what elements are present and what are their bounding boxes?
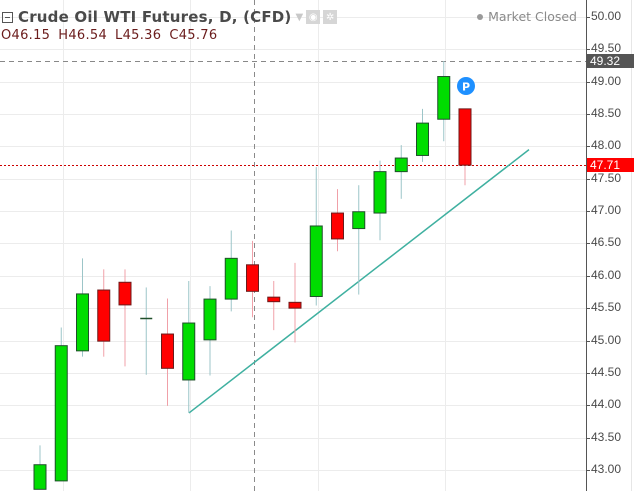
last-high-price-label: 49.32	[587, 53, 634, 68]
candle-up	[76, 293, 89, 352]
candle-down	[267, 296, 281, 303]
axis-tick-label: 47.50	[591, 170, 622, 185]
axis-tick-label: 49.50	[591, 41, 622, 56]
axis-tick-label: 50.00	[591, 9, 622, 23]
marker-p-icon	[457, 77, 475, 95]
candle-up	[182, 322, 196, 381]
open-value: O46.15	[1, 28, 51, 43]
candle-down	[288, 301, 302, 309]
axis-tick-label: 45.50	[591, 300, 622, 315]
symbol-title[interactable]: Crude Oil WTI Futures, D, (CFD)	[18, 8, 292, 26]
candle-up	[54, 345, 68, 482]
low-value: L45.36	[115, 28, 162, 43]
market-status: Market Closed	[477, 9, 577, 24]
axis-tick-label: 45.00	[591, 332, 622, 347]
axis-tick-label: 48.50	[591, 106, 622, 121]
axis-tick-label: 44.50	[591, 364, 622, 379]
candle-down	[246, 264, 259, 292]
market-status-text: Market Closed	[488, 9, 577, 24]
candle-up	[437, 76, 451, 120]
candle-up	[373, 171, 387, 214]
candle-up	[33, 464, 47, 490]
candle-up	[309, 225, 323, 298]
candle-down	[458, 108, 472, 166]
close-value: C45.76	[169, 28, 218, 43]
gear-icon[interactable]: ✲	[323, 10, 338, 24]
candle-down	[331, 212, 344, 240]
axis-tick-label: 44.00	[591, 397, 622, 412]
chart-legend: Crude Oil WTI Futures, D, (CFD) ▼ ◉ ✲ O4…	[0, 6, 338, 43]
ohlc-values: O46.15 H46.54 L45.36 C45.76	[1, 28, 337, 43]
axis-tick-label: 47.00	[591, 203, 622, 218]
high-value: H46.54	[58, 28, 108, 43]
status-dot-icon	[477, 13, 484, 20]
axis-tick-label: 48.00	[591, 138, 622, 153]
axis-tick-label: 43.50	[591, 429, 622, 444]
eye-icon[interactable]: ◉	[306, 10, 321, 24]
current-price-label: 47.71	[587, 158, 634, 173]
candle-down	[97, 289, 111, 342]
axis-tick-label: 46.00	[591, 267, 622, 282]
axis-tick-label: 43.00	[591, 461, 622, 476]
candle-up	[352, 211, 366, 230]
caret-down-icon[interactable]: ▼	[295, 11, 304, 23]
candle-up	[416, 122, 429, 156]
title-row: Crude Oil WTI Futures, D, (CFD) ▼ ◉ ✲	[0, 6, 338, 28]
candle-up	[203, 298, 217, 341]
axis-tick-label: 49.00	[591, 73, 622, 88]
candle-up	[394, 157, 408, 173]
candle-down	[161, 333, 174, 369]
candle-up	[224, 257, 238, 300]
candle-down	[118, 281, 132, 306]
axis-tick-label: 46.50	[591, 235, 622, 250]
marker-p-label: P	[462, 81, 470, 94]
collapse-icon[interactable]	[2, 11, 13, 23]
